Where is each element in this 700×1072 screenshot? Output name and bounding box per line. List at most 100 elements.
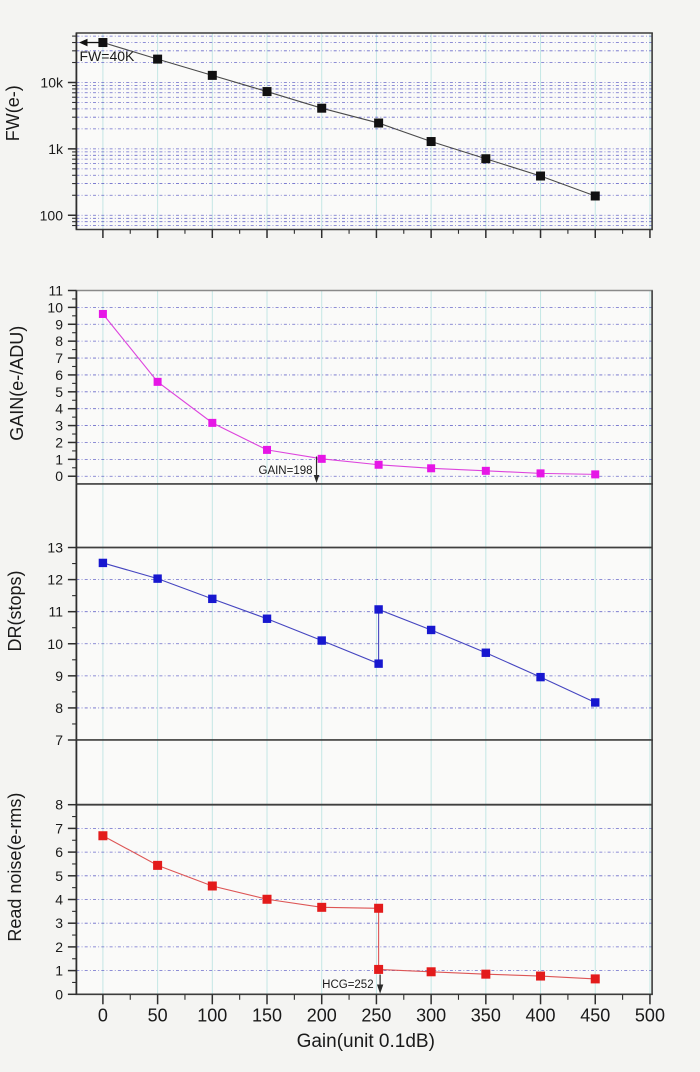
y-tick-label: 6 xyxy=(55,367,63,383)
y-tick-label: 2 xyxy=(55,939,63,955)
x-tick-label: 100 xyxy=(197,1006,227,1026)
data-point xyxy=(481,969,491,979)
y-axis-title-dr: DR(stops) xyxy=(5,570,25,651)
data-point xyxy=(374,903,384,913)
data-point xyxy=(427,464,436,473)
hcg-annotation-arrow-head xyxy=(376,984,384,994)
y-axis-title-fw: FW(e-) xyxy=(3,85,23,141)
y-tick-label: 3 xyxy=(55,418,63,434)
y-tick-label: 7 xyxy=(55,820,63,836)
plot-area-fw xyxy=(76,33,653,230)
data-point xyxy=(536,672,545,682)
data-point xyxy=(153,574,162,583)
x-tick-label: 350 xyxy=(471,1006,501,1026)
panel-dr: 7 8 9 10 11 12 13 DR(stops) xyxy=(5,483,653,749)
data-point xyxy=(262,87,272,97)
fw-annotation-text: FW=40K xyxy=(80,48,136,64)
data-point xyxy=(98,309,107,318)
x-tick-label: 400 xyxy=(526,1006,556,1026)
y-tick-label: 10 xyxy=(47,299,63,315)
y-tick-label: 1k xyxy=(48,141,64,157)
data-point xyxy=(374,964,384,974)
data-point xyxy=(590,191,600,201)
y-tick-label: 5 xyxy=(55,868,63,884)
y-tick-label: 9 xyxy=(55,316,63,332)
data-point xyxy=(374,118,384,128)
x-tick-label: 0 xyxy=(98,1006,108,1026)
y-tick-label: 13 xyxy=(47,540,63,556)
x-tick-label: 50 xyxy=(148,1006,168,1026)
y-tick-label: 3 xyxy=(55,915,63,931)
y-tick-label: 12 xyxy=(47,572,63,588)
data-point xyxy=(317,902,327,912)
data-point xyxy=(153,860,163,870)
y-tick-label: 5 xyxy=(55,384,63,400)
data-point xyxy=(536,971,546,981)
x-tick-label: 450 xyxy=(580,1006,610,1026)
series-line-gain xyxy=(102,313,596,475)
y-tick-label: 11 xyxy=(48,604,63,620)
data-point xyxy=(481,648,491,657)
data-point xyxy=(153,54,163,64)
y-tick-label: 100 xyxy=(40,207,64,223)
data-point xyxy=(481,466,490,475)
x-tick-label: 150 xyxy=(252,1006,282,1026)
y-tick-label: 1 xyxy=(55,963,63,979)
data-point xyxy=(374,659,383,668)
data-point xyxy=(426,625,436,635)
x-axis-title: Gain(unit 0.1dB) xyxy=(297,1031,435,1052)
y-tick-label: 2 xyxy=(55,434,63,450)
series-line-fw xyxy=(102,41,596,197)
y-axis-title-gain: GAIN(e-/ADU) xyxy=(7,326,27,441)
data-point xyxy=(262,614,272,623)
panel-fw: 100 1k 10k FW(e-) FW=40K xyxy=(3,32,653,238)
data-point xyxy=(208,418,217,427)
data-point xyxy=(590,974,600,984)
data-point xyxy=(98,831,108,841)
gain-annotation-arrow-head xyxy=(313,475,320,483)
hcg-annotation-text: HCG=252 xyxy=(322,979,373,991)
y-tick-label: 7 xyxy=(55,350,63,366)
y-tick-label: 9 xyxy=(55,668,63,684)
x-tick-label: 200 xyxy=(307,1006,337,1026)
y-tick-label: 8 xyxy=(55,700,63,716)
data-point xyxy=(207,881,217,891)
y-tick-label: 0 xyxy=(55,468,63,484)
plot-area-gain xyxy=(76,290,653,484)
y-tick-label: 4 xyxy=(55,401,63,417)
data-point xyxy=(481,154,491,164)
data-point xyxy=(207,70,217,80)
data-point xyxy=(426,967,436,977)
y-tick-label: 10 xyxy=(47,636,63,652)
data-point xyxy=(98,558,108,568)
y-tick-label: 7 xyxy=(55,732,63,748)
y-tick-label: 4 xyxy=(55,892,63,908)
data-point xyxy=(208,594,217,604)
gain-annotation-text: GAIN=198 xyxy=(259,465,313,477)
data-point xyxy=(374,605,383,614)
data-point xyxy=(536,171,546,181)
y-tick-label: 11 xyxy=(48,283,63,299)
data-point xyxy=(317,103,327,113)
x-tick-label: 500 xyxy=(635,1006,665,1026)
data-point xyxy=(262,894,272,904)
data-point xyxy=(536,469,545,478)
data-point xyxy=(317,636,326,645)
data-point xyxy=(153,377,162,386)
data-point xyxy=(591,698,600,707)
panel-noise: 0 1 2 3 4 5 6 7 8 Read noise(e-rms) 0 50 100 150 200 25… xyxy=(5,739,665,1052)
data-point xyxy=(317,454,326,463)
y-tick-label: 0 xyxy=(55,986,63,1002)
data-point xyxy=(98,38,108,48)
y-tick-label: 1 xyxy=(55,451,63,467)
y-tick-label: 10k xyxy=(40,74,64,90)
y-tick-label: 8 xyxy=(55,797,63,813)
y-axis-title-noise: Read noise(e-rms) xyxy=(5,793,25,942)
plot-area-noise xyxy=(76,740,653,995)
y-tick-label: 6 xyxy=(55,844,63,860)
data-point xyxy=(591,470,600,479)
x-tick-label: 250 xyxy=(361,1006,391,1026)
